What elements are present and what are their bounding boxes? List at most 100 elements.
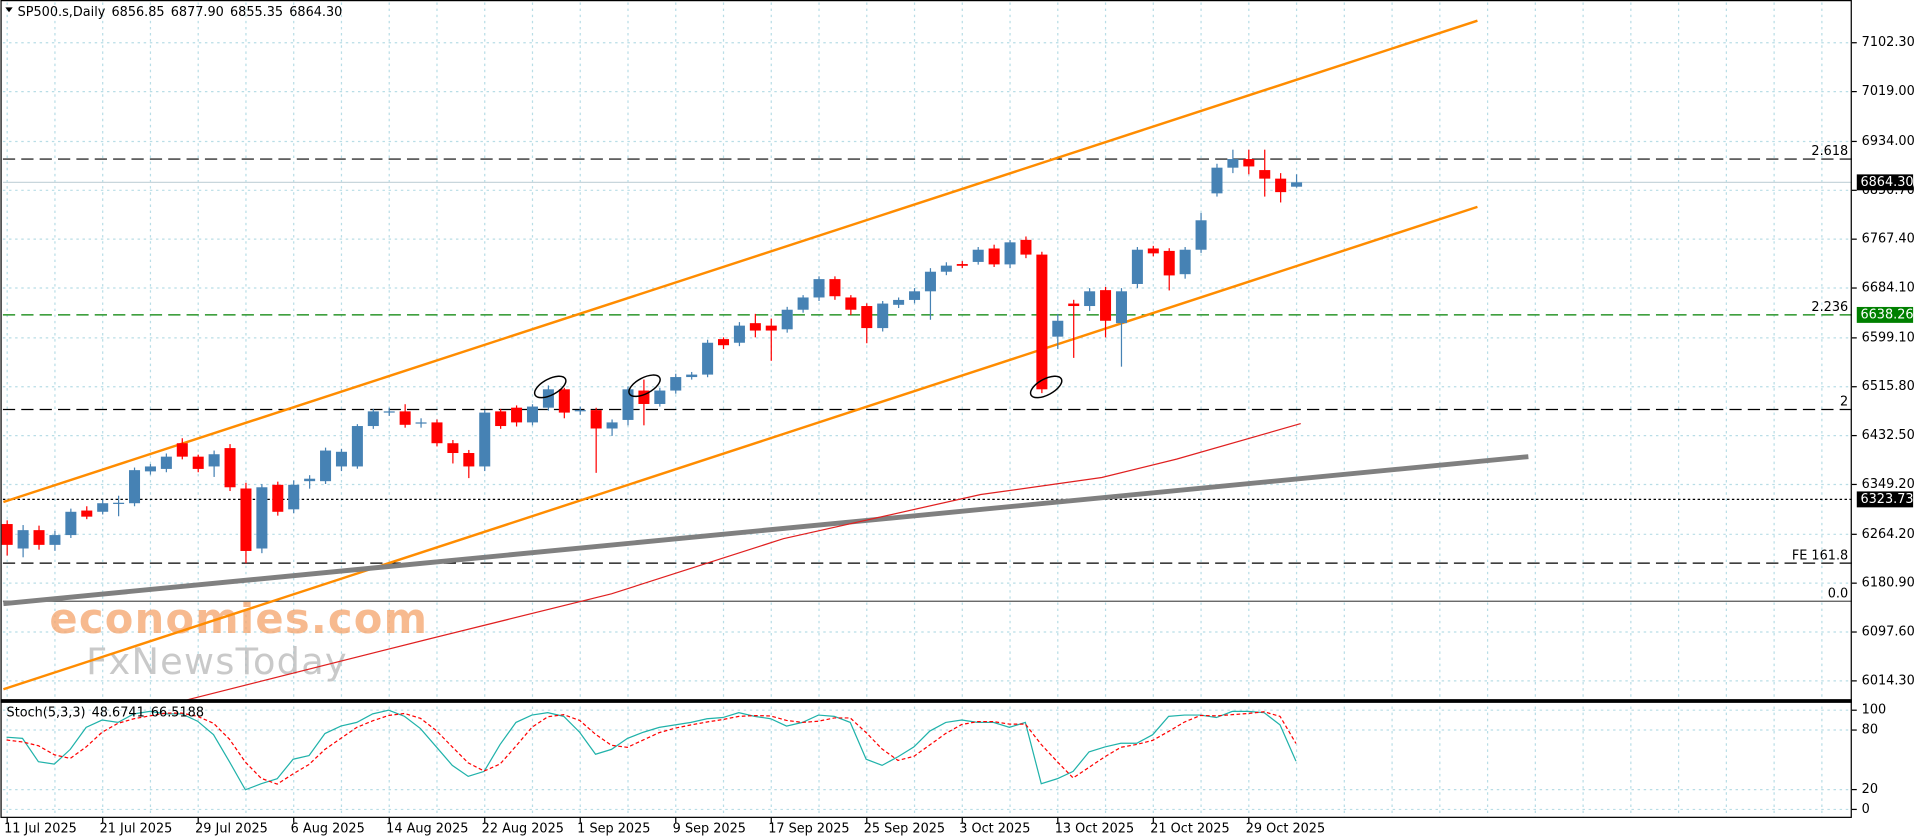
watermark: FxNewsToday [86, 640, 348, 683]
candle-body [813, 279, 825, 298]
x-tick-label: 6 Aug 2025 [291, 821, 365, 836]
candle-body [861, 306, 873, 329]
level-label: FE 161.8 [1792, 548, 1848, 563]
y-tick-label: 7102.30 [1862, 35, 1915, 50]
candle-body [17, 530, 29, 549]
price-box [1856, 306, 1914, 323]
candle-body [320, 450, 332, 482]
candle-body [1259, 170, 1271, 179]
y-tick-label: 6934.00 [1862, 134, 1915, 149]
candle-body [542, 389, 554, 408]
candle-body [144, 466, 156, 472]
candle-body [654, 390, 666, 404]
candle-body [526, 406, 538, 423]
price-box-label: 6323.73 [1860, 492, 1913, 507]
text-layer: 7102.307019.006934.006850.706767.406684.… [4, 5, 1915, 837]
header-value: 66.5188 [151, 705, 204, 720]
level-label: 2.236 [1811, 300, 1848, 315]
x-tick-label: 14 Aug 2025 [386, 821, 468, 836]
trendline [184, 422, 1301, 702]
candle-body [1084, 291, 1096, 307]
candle-body [192, 456, 204, 469]
candle-body [845, 297, 857, 310]
candle-body [256, 487, 268, 549]
level-label: 2.618 [1811, 144, 1848, 159]
stoch-line [6, 711, 1297, 785]
candle-body [351, 426, 363, 467]
candle-body [988, 248, 1000, 265]
candle-body [956, 264, 968, 266]
x-tick-label: 17 Sep 2025 [768, 821, 849, 836]
panel-title: SP500.s,Daily [18, 5, 106, 20]
x-tick-label: 22 Aug 2025 [482, 821, 564, 836]
candle-body [765, 325, 777, 331]
candle-layer [1, 149, 1303, 791]
candle-body [924, 271, 936, 292]
header-value: 6856.85 [111, 5, 164, 20]
y-tick-label: 100 [1862, 703, 1887, 718]
candle-body [940, 265, 952, 272]
y-tick-label: 6767.40 [1862, 232, 1915, 247]
candle-body [574, 410, 586, 412]
candle-body [590, 410, 602, 429]
menu-triangle[interactable] [5, 7, 13, 13]
watermark: economies.com [49, 594, 428, 643]
candle-body [399, 411, 411, 425]
y-tick-label: 20 [1862, 782, 1878, 797]
candle-body [1163, 250, 1175, 276]
candle-body [622, 389, 634, 420]
candle-body [1020, 239, 1032, 255]
trendline [3, 454, 1529, 607]
header-value: 6877.90 [171, 5, 224, 20]
candle-body [81, 510, 93, 517]
candle-body [1036, 254, 1048, 390]
y-tick-label: 6180.90 [1862, 576, 1915, 591]
y-tick-label: 6599.10 [1862, 330, 1915, 345]
candle-body [893, 299, 905, 305]
candle-body [972, 249, 984, 262]
candle-body [1227, 159, 1239, 168]
frame-layer [0, 0, 1852, 818]
x-tick-label: 21 Jul 2025 [100, 821, 173, 836]
panel-header: Stoch(5,3,3) 48.6741 66.5188 [7, 705, 204, 720]
candle-body [33, 530, 45, 545]
level-label: 2 [1840, 395, 1848, 410]
candle-body [638, 390, 650, 404]
y-tick-label: 80 [1862, 723, 1878, 738]
candle-body [463, 453, 475, 467]
candle-body [113, 502, 125, 504]
candle-body [829, 279, 841, 297]
x-tick-label: 21 Oct 2025 [1150, 821, 1229, 836]
candle-body [781, 309, 793, 330]
candle-body [797, 297, 809, 310]
candle-body [1068, 303, 1080, 307]
header-value: 48.6741 [92, 705, 145, 720]
grid-layer [2, 2, 1852, 818]
candle-body [1115, 291, 1127, 324]
candle-body [1131, 249, 1143, 284]
trendline [3, 205, 1478, 691]
x-tick-label: 1 Sep 2025 [577, 821, 650, 836]
candle-body [1275, 178, 1287, 193]
candle-body [208, 454, 220, 467]
annotation-layer [533, 374, 1063, 399]
candle-body [335, 451, 347, 467]
candle-body [447, 443, 459, 454]
x-tick-label: 3 Oct 2025 [959, 821, 1030, 836]
candle-body [272, 484, 284, 512]
x-tick-label: 29 Jul 2025 [195, 821, 268, 836]
candle-body [686, 374, 698, 378]
x-tick-label: 13 Oct 2025 [1055, 821, 1134, 836]
y-tick-label: 7019.00 [1862, 84, 1915, 99]
trendline [3, 19, 1478, 504]
candle-body [367, 411, 379, 427]
level-layer [2, 19, 1852, 702]
ellipse-annotation [628, 374, 661, 398]
candle-body [415, 422, 427, 424]
x-tick-label: 11 Jul 2025 [4, 821, 77, 836]
candle-body [733, 325, 745, 343]
candle-body [1211, 167, 1223, 194]
candle-body [1100, 290, 1112, 321]
candle-body [383, 411, 395, 413]
